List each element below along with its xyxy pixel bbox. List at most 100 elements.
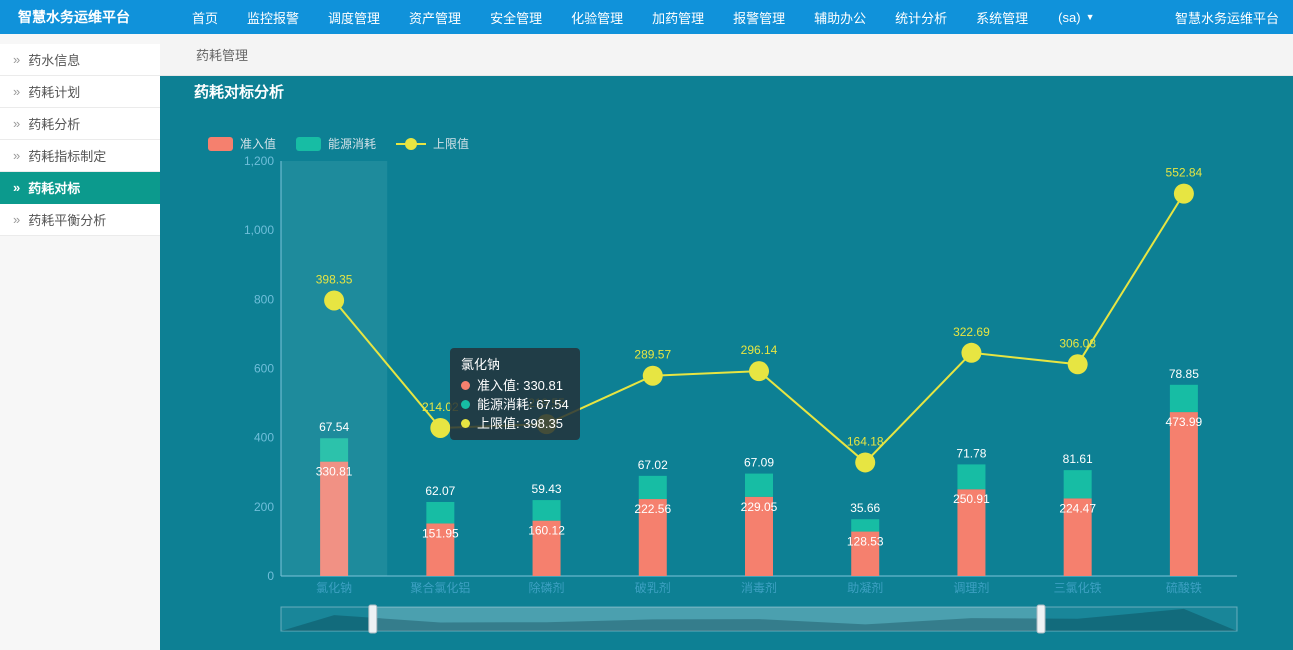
sidebar-item-label: 药耗分析 — [28, 117, 81, 132]
bar-能源消耗-3[interactable] — [638, 475, 667, 500]
double-chevron-icon: » — [13, 52, 21, 67]
user-menu[interactable]: (sa) ▼ — [1058, 10, 1094, 25]
sidebar-item-label: 药耗平衡分析 — [28, 213, 107, 228]
y-tick-label: 600 — [254, 362, 274, 376]
bar-准入值-3[interactable] — [638, 499, 667, 576]
bar-能源消耗-5[interactable] — [851, 519, 880, 532]
bar-准入值-6[interactable] — [957, 489, 986, 576]
bar-准入值-1[interactable] — [426, 523, 455, 576]
x-category-label: 调理剂 — [953, 580, 989, 595]
bar-value-label: 71.78 — [956, 446, 986, 460]
bar-value-label: 224.47 — [1059, 501, 1096, 515]
y-tick-label: 1,000 — [244, 223, 274, 237]
line-value-label: 552.84 — [1166, 166, 1203, 180]
sidebar-item-label: 药耗对标 — [28, 181, 81, 196]
bar-能源消耗-1[interactable] — [426, 501, 455, 524]
datazoom-track[interactable] — [280, 606, 1238, 632]
sidebar-item-2[interactable]: » 药耗分析 — [0, 108, 160, 140]
line-point-6[interactable] — [961, 342, 982, 363]
x-category-label: 助凝剂 — [847, 580, 883, 595]
legend-label: 能源消耗 — [328, 137, 377, 151]
x-category-label: 三氯化铁 — [1054, 581, 1102, 595]
bar-value-label: 128.53 — [847, 535, 884, 549]
nav-item-2[interactable]: 调度管理 — [328, 10, 381, 26]
line-point-7[interactable] — [1067, 354, 1088, 375]
y-tick-label: 1,200 — [244, 154, 274, 168]
sidebar-item-label: 药耗计划 — [28, 85, 81, 100]
chart-legend: 准入值 能源消耗 上限值 — [208, 135, 469, 152]
upper-limit-line — [333, 193, 1185, 464]
line-value-label: 398.35 — [316, 272, 353, 286]
nav-item-3[interactable]: 资产管理 — [409, 10, 462, 26]
legend-swatch — [296, 136, 322, 151]
main-nav: 首页 监控报警 调度管理 资产管理 安全管理 化验管理 加药管理 报警管理 辅助办公 统计分析 系统… — [192, 8, 1028, 27]
sidebar-item-4[interactable]: » 药耗对标 — [0, 172, 160, 204]
line-point-3[interactable] — [642, 365, 663, 386]
line-point-0[interactable] — [324, 290, 345, 311]
nav-item-5[interactable]: 化验管理 — [571, 10, 624, 26]
legend-item-0[interactable]: 准入值 — [208, 135, 276, 152]
sidebar-item-5[interactable]: » 药耗平衡分析 — [0, 204, 160, 236]
sidebar-item-3[interactable]: » 药耗指标制定 — [0, 140, 160, 172]
bar-能源消耗-8[interactable] — [1169, 384, 1198, 413]
double-chevron-icon: » — [13, 148, 21, 163]
legend-label: 准入值 — [240, 137, 277, 151]
nav-item-8[interactable]: 辅助办公 — [814, 10, 867, 26]
legend-line-marker — [396, 137, 427, 151]
bar-准入值-7[interactable] — [1063, 498, 1092, 576]
nav-item-6[interactable]: 加药管理 — [652, 10, 705, 26]
nav-item-7[interactable]: 报警管理 — [733, 10, 786, 26]
bar-准入值-0[interactable] — [320, 461, 349, 576]
x-category-label: 氯化钠 — [316, 580, 352, 595]
bar-value-label: 67.54 — [319, 420, 349, 434]
line-value-label: 214.02 — [422, 400, 459, 414]
bar-准入值-5[interactable] — [851, 531, 880, 576]
bar-准入值-4[interactable] — [745, 496, 773, 576]
bar-准入值-8[interactable] — [1169, 412, 1198, 576]
bar-value-label: 160.12 — [528, 524, 565, 538]
sidebar-item-0[interactable]: » 药水信息 — [0, 44, 160, 76]
line-value-label: 289.57 — [634, 348, 671, 362]
line-point-4[interactable] — [749, 361, 769, 382]
line-point-2[interactable] — [536, 414, 557, 435]
line-point-5[interactable] — [855, 452, 876, 473]
legend-label: 上限值 — [433, 137, 470, 151]
bar-value-label: 81.61 — [1063, 452, 1093, 466]
bar-value-label: 330.81 — [316, 465, 353, 479]
double-chevron-icon: » — [13, 116, 21, 131]
double-chevron-icon: » — [13, 180, 21, 195]
bar-能源消耗-7[interactable] — [1063, 470, 1092, 499]
x-category-label: 硫酸铁 — [1166, 580, 1202, 595]
nav-item-1[interactable]: 监控报警 — [247, 10, 300, 26]
bar-能源消耗-6[interactable] — [957, 464, 986, 490]
app-logo: 智慧水务运维平台 — [18, 9, 130, 25]
datazoom-selected-range[interactable] — [372, 607, 1042, 631]
line-point-8[interactable] — [1173, 183, 1194, 204]
datazoom-handle-right[interactable] — [1036, 604, 1046, 634]
nav-item-9[interactable]: 统计分析 — [895, 10, 948, 26]
bar-能源消耗-2[interactable] — [532, 500, 561, 521]
x-category-label: 破乳剂 — [635, 580, 671, 595]
line-value-label: 164.18 — [847, 434, 884, 448]
nav-item-10[interactable]: 系统管理 — [976, 10, 1029, 26]
sidebar-item-label: 药水信息 — [28, 53, 81, 68]
bar-能源消耗-4[interactable] — [745, 473, 773, 497]
line-point-1[interactable] — [430, 417, 451, 438]
line-value-label: 306.08 — [1059, 336, 1096, 350]
datazoom-handle-left[interactable] — [368, 604, 378, 634]
nav-item-0[interactable]: 首页 — [192, 10, 219, 26]
bar-value-label: 59.43 — [532, 482, 562, 496]
top-nav-bar: 智慧水务运维平台 首页 监控报警 调度管理 资产管理 安全管理 化验管理 加药管理 报警管理 辅… — [0, 0, 1293, 34]
bar-value-label: 222.56 — [634, 502, 671, 516]
bar-准入值-2[interactable] — [532, 520, 561, 576]
nav-item-4[interactable]: 安全管理 — [490, 10, 543, 26]
legend-item-1[interactable]: 能源消耗 — [296, 135, 376, 152]
bar-line-chart: 0 200 400 600 800 1,000 1,200 氯化钠 聚合氯化铝 除磷剂 破乳剂 消毒剂… — [244, 154, 1238, 634]
bar-value-label: 67.09 — [744, 456, 774, 470]
sidebar-item-1[interactable]: » 药耗计划 — [0, 76, 160, 108]
chart-panel: 药耗对标分析 准入值 能源消耗 上限值 0 200 400 600 800 1,000 1,20… — [160, 76, 1293, 650]
legend-item-2[interactable]: 上限值 — [396, 135, 469, 152]
y-tick-label: 400 — [254, 431, 274, 445]
user-name: (sa) — [1058, 9, 1081, 25]
bar-能源消耗-0[interactable] — [320, 438, 349, 462]
